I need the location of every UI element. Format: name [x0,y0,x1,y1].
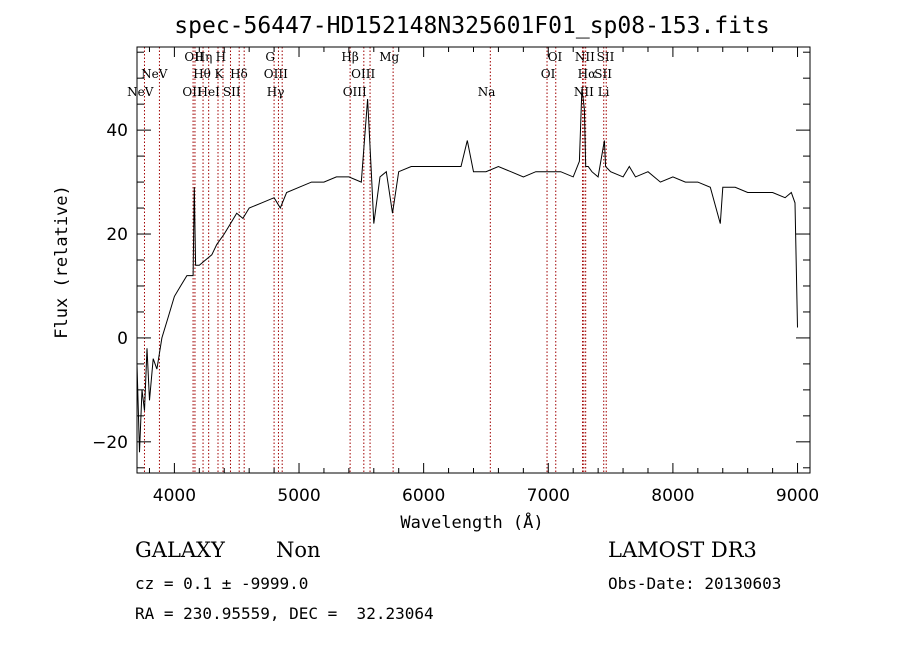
spectral-line-label: NII [574,85,594,99]
x-tick-label: 8000 [651,486,694,506]
spectral-line-label: OIII [264,67,288,81]
spectral-line-label: H [216,50,226,64]
spectral-line-label: OI [548,50,563,64]
x-tick-label: 4000 [153,486,196,506]
spectral-line-label: HeI [198,85,221,99]
spectral-line-label: Hα [578,67,597,81]
obs-date: Obs-Date: 20130603 [608,574,782,593]
spectral-line-label: Na [478,85,496,99]
spectral-line-label: Hγ [267,85,285,99]
x-tick-label: 6000 [402,486,445,506]
x-tick-label: 9000 [776,486,819,506]
y-tick-labels: −20 0 20 40 [92,121,128,453]
spectral-line-label: SII [594,67,612,81]
y-tick-label: −20 [92,433,128,453]
spectral-line-label: OII [182,85,202,99]
spectral-line-label: K [215,67,225,81]
spectral-line-label: NII [575,50,595,64]
y-tick-label: 20 [106,225,128,245]
spectral-line-label: Hθ [193,67,211,81]
axis-ticks [137,47,810,473]
spectral-line-label: G [265,50,275,64]
spectral-line-label: OI [541,67,556,81]
coordinates: RA = 230.95559, DEC = 32.23064 [135,604,434,623]
spectral-line-label: OII [184,50,204,64]
spectral-line-markers [143,47,607,473]
spectral-line-label: Hβ [341,50,358,64]
object-subclass: Non [276,538,321,562]
x-tick-label: 5000 [277,486,320,506]
plot-frame [136,46,811,474]
spectral-line-label: OIII [351,67,375,81]
spectrum-line [136,88,798,453]
x-axis-title: Wavelength (Å) [400,511,543,533]
y-tick-label: 40 [106,121,128,141]
spectral-line-label: SII [223,85,241,99]
spectral-line-label: Li [598,85,610,99]
survey-name: LAMOST DR3 [608,538,757,562]
spectral-line-label: NeV [127,85,154,99]
spectral-line-label: NeV [141,67,168,81]
spectral-line-label: OIII [343,85,367,99]
spectral-line-label: Hη [195,50,213,64]
x-tick-labels: 4000 5000 6000 7000 8000 9000 [153,486,819,506]
object-class: GALAXY [135,538,225,562]
chart-title: spec-56447-HD152148N325601F01_sp08-153.f… [174,13,769,39]
x-tick-label: 7000 [527,486,570,506]
y-axis-title: Flux (relative) [52,185,72,339]
redshift-line: cz = 0.1 ± -9999.0 [135,574,309,593]
spectral-line-label: Hδ [230,67,248,81]
y-tick-label: 0 [117,329,128,349]
spectral-line-label: Mg [379,50,399,64]
spectral-line-label: SII [597,50,615,64]
